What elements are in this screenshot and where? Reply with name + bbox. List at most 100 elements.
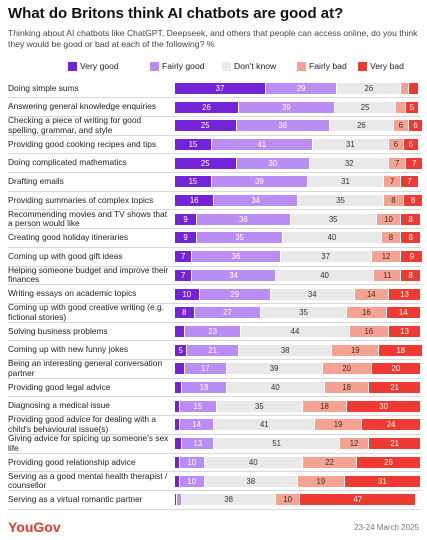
legend-swatch [68,62,77,71]
bar-segment: 16 [175,195,214,207]
row-separator [8,153,421,155]
row-label: Giving advice for spicing up someone's s… [8,433,169,453]
bar-segment: 18 [182,382,226,394]
row-separator [8,321,421,323]
legend-label: Don't know [234,61,277,71]
bar-segment: 6 [408,120,423,132]
row-label: Drafting emails [8,176,64,187]
bar-segment: 16 [349,325,389,337]
bar-segment: 13 [389,325,420,337]
bar-segment: 12 [339,438,369,450]
bar-segment [175,475,179,487]
row-separator [8,265,421,267]
row-separator [8,471,421,473]
chart-title: What do Britons think AI chatbots are go… [8,5,344,22]
bar-segment: 7 [389,157,406,169]
bar-segment: 38 [197,213,290,225]
bar-segment: 8 [175,307,194,319]
row-label: Providing good relationship advice [8,456,136,467]
legend-label: Very bad [370,61,404,71]
bar-segment: 26 [175,101,238,113]
bar-segment: 35 [290,213,376,225]
bar-segment [175,400,179,412]
bar-segment: 41 [211,138,312,150]
row-label: Serving as a good mental health therapis… [8,470,168,491]
bar-segment: 8 [384,195,403,207]
bar-segment: 8 [401,232,420,244]
row-label: Coming up with good creative writing (e.… [8,302,164,322]
row-separator [8,433,421,435]
bar-segment: 15 [179,400,216,412]
bar-segment [396,101,406,113]
row-label: Providing summaries of complex topics [8,194,154,205]
row-separator [8,190,421,192]
bar-segment: 13 [389,288,420,300]
row-separator [8,302,421,304]
bar-segment: 12 [371,251,401,263]
row-label: Helping someone budget and improve their… [8,264,169,285]
bar-segment: 39 [226,363,322,375]
bar-segment: 19 [315,419,361,431]
bar-segment: 10 [275,494,300,506]
bar-segment: 40 [283,232,381,244]
bar-segment: 20 [322,363,371,375]
bar-segment [175,419,179,431]
bar-segment [408,82,418,94]
bar-segment: 31 [344,475,420,487]
bar-segment: 15 [175,176,211,188]
row-label: Coming up with new funny jokes [8,344,129,355]
row-label: Answering general knowledge enquiries [8,101,157,112]
chart-subtitle: Thinking about AI chatbots like ChatGPT,… [8,28,418,49]
bar-segment: 6 [403,138,418,150]
bar-segment: 7 [384,176,401,188]
bar-segment: 31 [307,176,384,188]
bar-segment: 21 [187,344,238,356]
bar-segment [401,82,408,94]
row-label: Doing simple sums [8,82,79,93]
bar-segment [175,438,182,450]
bar-segment: 26 [357,456,420,468]
bar-segment: 23 [184,325,241,337]
source-logo: YouGov [8,519,61,535]
row-separator [8,508,421,510]
row-label: Providing good legal advice [8,381,111,392]
bar-segment: 29 [266,82,337,94]
bar-segment: 35 [216,400,302,412]
bar-segment: 37 [175,82,266,94]
bar-segment: 35 [298,195,384,207]
bar-segment: 51 [214,438,339,450]
row-separator [8,452,421,454]
bar-segment: 38 [182,494,275,506]
row-separator [8,246,421,248]
bar-segment [175,494,177,506]
row-separator [8,359,421,360]
bar-segment: 10 [179,475,204,487]
bar-segment: 13 [182,438,214,450]
bar-segment: 34 [270,288,354,300]
bar-segment: 18 [325,382,369,394]
bar-segment: 26 [337,82,401,94]
bar-segment: 7 [175,251,192,263]
bar-segment: 8 [381,232,401,244]
bar-segment: 19 [298,475,344,487]
bar-segment: 39 [238,101,334,113]
bar-segment: 37 [280,251,371,263]
bar-segment: 17 [184,363,226,375]
bar-segment [175,456,179,468]
bar-segment: 24 [361,419,420,431]
bar-segment: 18 [379,344,423,356]
bar-segment: 29 [199,288,270,300]
row-separator [8,115,421,117]
row-label: Coming up with good gift ideas [8,250,123,261]
row-separator [8,209,421,211]
bar-segment: 21 [369,438,420,450]
bar-segment: 25 [175,157,236,169]
bar-segment: 21 [369,382,420,394]
legend-swatch [150,62,159,71]
bar-segment: 10 [175,288,199,300]
row-label: Creating good holiday itineraries [8,232,129,243]
bar-segment: 8 [401,213,420,225]
bar-segment: 9 [175,213,197,225]
bar-segment: 7 [401,176,418,188]
